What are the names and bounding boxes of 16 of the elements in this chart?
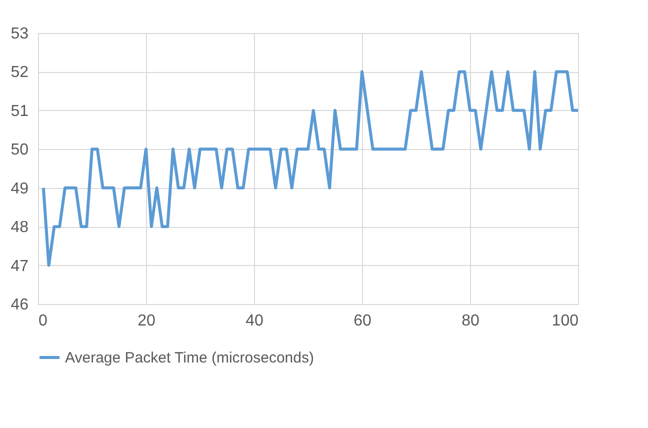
y-tick-label: 53 <box>10 26 29 42</box>
line-series <box>42 70 580 267</box>
y-tick-label: 51 <box>10 102 29 120</box>
y-tick-label: 50 <box>10 142 29 159</box>
y-tick-label: 47 <box>10 258 29 275</box>
x-tick-label: 100 <box>552 312 579 330</box>
legend-label: Average Packet Time (microseconds) <box>65 350 314 366</box>
x-tick-label: 60 <box>354 312 372 330</box>
x-tick-label: 40 <box>246 312 264 330</box>
x-tick-label: 20 <box>138 312 156 330</box>
y-tick-label: 48 <box>10 219 29 236</box>
y-tick-label: 52 <box>10 64 29 82</box>
y-tick-label: 49 <box>10 180 29 198</box>
x-tick-label: 80 <box>462 312 480 330</box>
y-tick-label: 46 <box>10 296 29 314</box>
x-tick-label: 0 <box>38 312 48 330</box>
